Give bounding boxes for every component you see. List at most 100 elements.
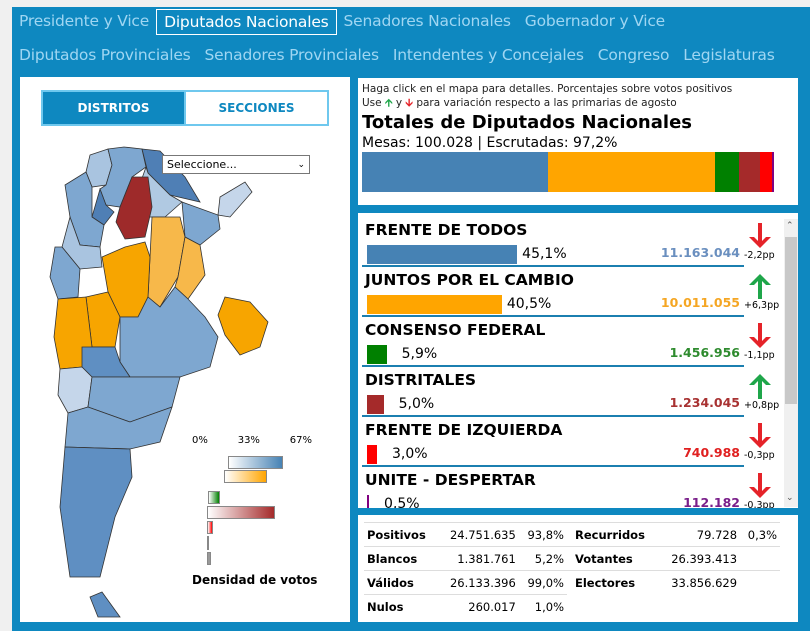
stat-label: Electores: [567, 570, 659, 595]
map-tabs: DISTRITOS SECCIONES: [41, 90, 329, 126]
party-row[interactable]: DISTRITALES 5,0% 1.234.045: [362, 367, 744, 417]
legend-bar-gray: [207, 552, 211, 565]
stat-value: 24.751.635: [437, 522, 519, 547]
map-neuquen: [57, 366, 93, 414]
stacked-vote-bar: [362, 152, 782, 192]
nav-diputados-nacionales[interactable]: Diputados Nacionales: [156, 9, 337, 35]
stat-label: Nulos: [364, 594, 438, 619]
stack-segment: [547, 152, 715, 192]
nav-intendentes[interactable]: Intendentes y Concejales: [392, 46, 584, 64]
nav-diputados-provinciales[interactable]: Diputados Provinciales: [19, 46, 191, 64]
stats-table: Positivos 24.751.635 93,8% Recurridos 79.728…: [364, 522, 780, 619]
nav-senadores-nacionales[interactable]: Senadores Nacionales: [343, 12, 511, 30]
nav-senadores-provinciales[interactable]: Senadores Provinciales: [204, 46, 380, 64]
party-row[interactable]: UNITE - DESPERTAR 0,5% 112.182: [362, 467, 744, 508]
chevron-down-icon: ⌄: [297, 159, 305, 170]
tab-distritos[interactable]: DISTRITOS: [43, 92, 184, 124]
party-name: FRENTE DE IZQUIERDA: [365, 421, 563, 439]
party-votes: 10.011.055: [660, 295, 740, 310]
map-buenosaires: [119, 286, 219, 378]
stat-label: Blancos: [364, 546, 438, 571]
stats-panel: Positivos 24.751.635 93,8% Recurridos 79.728…: [358, 515, 798, 622]
stats-row: Blancos 1.381.761 5,2% Votantes 26.393.413: [364, 546, 780, 571]
totals-panel: Haga click en el mapa para detalles. Por…: [358, 78, 798, 205]
scroll-up-icon[interactable]: ⌃: [786, 221, 794, 231]
scrollbar[interactable]: ⌃ ⌄: [784, 219, 798, 507]
nav-legislaturas[interactable]: Legislaturas: [683, 46, 775, 64]
stat-value: 26.393.413: [658, 546, 741, 571]
stat-value: [740, 595, 780, 619]
party-pct: 40,5%: [506, 296, 552, 312]
party-row[interactable]: CONSENSO FEDERAL 5,9% 1.456.956: [362, 317, 744, 367]
stats-row: Nulos 260.017 1,0%: [364, 594, 780, 619]
tab-secciones[interactable]: SECCIONES: [184, 92, 327, 124]
hint-pre: Use: [362, 97, 382, 109]
party-votes: 1.234.045: [669, 395, 740, 410]
stat-label: Votantes: [567, 546, 659, 571]
legend-bar-purple: [207, 536, 209, 550]
party-bar: [367, 295, 502, 314]
party-pct: 3,0%: [391, 446, 428, 462]
stat-value: 99,0%: [518, 570, 567, 595]
stats-row: Positivos 24.751.635 93,8% Recurridos 79.728…: [364, 522, 780, 547]
map-tierradelfuego: [89, 591, 121, 618]
party-name: DISTRITALES: [365, 371, 477, 389]
stat-value: 260.017: [437, 594, 519, 619]
stack-segment: [738, 152, 760, 192]
nav-presidente[interactable]: Presidente y Vice: [19, 12, 150, 30]
legend-tick: 33%: [237, 435, 260, 446]
party-name: FRENTE DE TODOS: [365, 221, 528, 239]
party-change: +0,8pp: [744, 400, 780, 411]
nav-congreso[interactable]: Congreso: [597, 46, 670, 64]
party-name: UNITE - DESPERTAR: [365, 471, 536, 489]
density-legend: 0% 33% 67% Densidad de votos: [190, 432, 330, 597]
district-select[interactable]: Seleccione... ⌄: [162, 155, 310, 174]
map-corrientes: [181, 201, 221, 246]
hint-variation: Use 🡩 y 🡫 para variación respecto a las …: [362, 96, 794, 110]
stat-label: [567, 595, 659, 619]
party-votes: 740.988: [683, 445, 740, 460]
party-bar: [367, 345, 387, 364]
map-santiago: [115, 176, 153, 240]
argentina-map[interactable]: [20, 77, 350, 622]
scroll-thumb[interactable]: [785, 237, 797, 404]
party-change: +6,3pp: [744, 300, 780, 311]
stat-value: [659, 595, 740, 619]
arrow-up-icon: [748, 273, 772, 299]
party-row[interactable]: JUNTOS POR EL CAMBIO 40,5% 10.011.055: [362, 267, 744, 317]
map-sanjuan: [49, 246, 81, 300]
party-bar: [367, 445, 377, 464]
stack-segment: [362, 152, 548, 192]
legend-bar-red: [207, 521, 213, 534]
party-votes: 11.163.044: [660, 245, 740, 260]
hint-mid: y: [395, 97, 403, 109]
legend-title: Densidad de votos: [192, 573, 318, 587]
stat-value: 93,8%: [518, 522, 567, 547]
map-misiones: [217, 181, 253, 218]
legend-bar-blue: [228, 456, 283, 469]
nav-gobernador[interactable]: Gobernador y Vice: [524, 12, 666, 30]
party-name: CONSENSO FEDERAL: [365, 321, 546, 339]
arrow-up-icon: 🡩: [384, 97, 393, 109]
stat-value: 79.728: [658, 522, 741, 547]
arrow-down-icon: [748, 423, 772, 449]
scroll-down-icon[interactable]: ⌄: [786, 493, 794, 503]
stat-label: Recurridos: [567, 522, 659, 547]
map-tucuman: [91, 187, 115, 226]
party-bar: [367, 495, 369, 508]
party-row[interactable]: FRENTE DE TODOS 45,1% 11.163.044: [362, 217, 744, 267]
party-votes: 1.456.956: [669, 345, 740, 360]
party-bar: [367, 395, 384, 414]
nav-row-2: Diputados Provinciales Senadores Provinc…: [12, 43, 782, 67]
hint-post: para variación respecto a las primarias …: [416, 97, 677, 109]
legend-bar-orange: [224, 470, 267, 483]
party-change: -0,3pp: [744, 500, 775, 508]
stack-segment: [759, 152, 772, 192]
stats-row: Válidos 26.133.396 99,0% Electores 33.856.62…: [364, 570, 780, 595]
party-row[interactable]: FRENTE DE IZQUIERDA 3,0% 740.988: [362, 417, 744, 467]
stat-value: 1,0%: [518, 594, 567, 619]
mesas-status: Mesas: 100.028 | Escrutadas: 97,2%: [362, 135, 618, 151]
party-pct: 5,0%: [398, 396, 435, 412]
party-list: FRENTE DE TODOS 45,1% 11.163.044 JUNTOS P…: [358, 213, 798, 508]
party-change: -1,1pp: [744, 350, 775, 361]
